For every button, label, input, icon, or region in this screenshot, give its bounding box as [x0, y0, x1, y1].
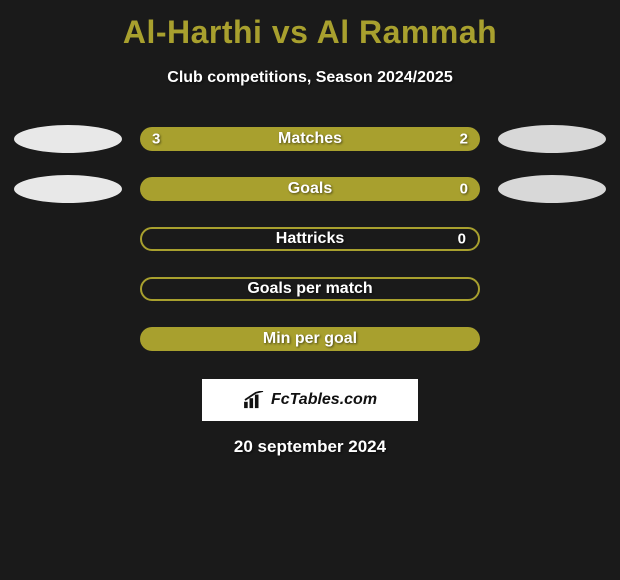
stat-bar-goals: Goals 0 — [140, 177, 480, 201]
stat-row: Goals per match — [0, 275, 620, 303]
stat-label: Matches — [278, 130, 342, 148]
date-text: 20 september 2024 — [234, 437, 386, 457]
stat-bar-min-per-goal: Min per goal — [140, 327, 480, 351]
stat-row: Min per goal — [0, 325, 620, 353]
chart-icon — [243, 391, 265, 409]
stat-value-right: 2 — [460, 131, 468, 148]
stat-row: 3 Matches 2 — [0, 125, 620, 153]
page-title: Al-Harthi vs Al Rammah — [123, 14, 497, 51]
stat-bar-matches: 3 Matches 2 — [140, 127, 480, 151]
team-marker-right — [498, 175, 606, 203]
brand-text: FcTables.com — [271, 391, 377, 409]
stat-value-right: 0 — [458, 231, 466, 248]
brand-badge: FcTables.com — [202, 379, 418, 421]
infographic-container: Al-Harthi vs Al Rammah Club competitions… — [0, 0, 620, 457]
stat-rows: 3 Matches 2 Goals 0 Hattricks 0 — [0, 125, 620, 353]
stat-label: Goals — [288, 180, 332, 198]
team-marker-right — [498, 125, 606, 153]
team-marker-left — [14, 175, 122, 203]
stat-bar-hattricks: Hattricks 0 — [140, 227, 480, 251]
stat-row: Hattricks 0 — [0, 225, 620, 253]
stat-label: Min per goal — [263, 330, 357, 348]
stat-row: Goals 0 — [0, 175, 620, 203]
stat-bar-goals-per-match: Goals per match — [140, 277, 480, 301]
stat-label: Hattricks — [276, 230, 344, 248]
subtitle: Club competitions, Season 2024/2025 — [167, 69, 452, 87]
team-marker-left — [14, 125, 122, 153]
stat-value-left: 3 — [152, 131, 160, 148]
stat-label: Goals per match — [247, 280, 372, 298]
stat-value-right: 0 — [460, 181, 468, 198]
